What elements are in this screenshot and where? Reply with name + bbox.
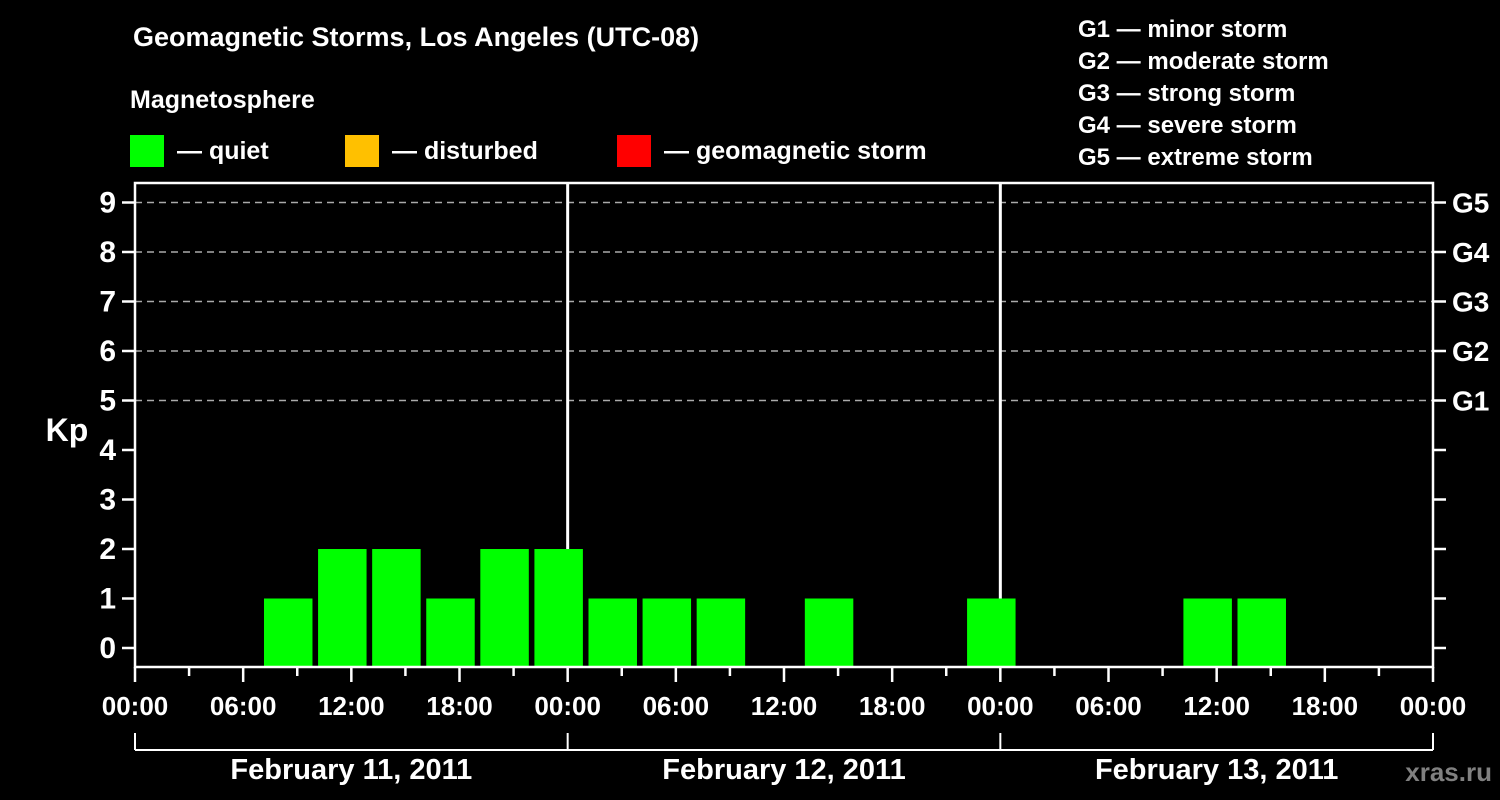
y-tick-label: 3	[99, 484, 116, 517]
legend-item-disturbed: — disturbed	[345, 135, 538, 167]
y-tick-label: 1	[99, 583, 116, 616]
y-tick-label: 9	[99, 187, 116, 220]
time-tick-label: 12:00	[318, 691, 385, 721]
date-label: February 11, 2011	[230, 754, 472, 786]
time-tick-label: 00:00	[102, 691, 169, 721]
storm-scale-line: G3 — strong storm	[1078, 80, 1296, 107]
y-tick-label: 8	[99, 236, 116, 269]
storm-scale-line: G1 — minor storm	[1078, 16, 1288, 43]
kp-bar	[372, 549, 421, 667]
legend-label: — quiet	[177, 136, 269, 165]
g-scale-label: G2	[1452, 336, 1489, 367]
y-tick-label: 7	[99, 286, 116, 319]
storm-scale-line: G2 — moderate storm	[1078, 48, 1329, 75]
time-tick-label: 00:00	[534, 691, 601, 721]
time-tick-label: 06:00	[210, 691, 277, 721]
kp-bar	[642, 598, 692, 667]
time-tick-label: 06:00	[1075, 691, 1142, 721]
time-tick-label: 18:00	[426, 691, 493, 721]
date-label: February 13, 2011	[1095, 754, 1338, 786]
time-tick-label: 12:00	[751, 691, 818, 721]
y-tick-label: 2	[99, 533, 116, 566]
time-tick-label: 18:00	[1292, 691, 1359, 721]
watermark: xras.ru	[1405, 757, 1492, 787]
kp-bar	[1183, 598, 1232, 667]
kp-bar	[588, 598, 637, 667]
y-tick-label: 5	[99, 385, 116, 418]
legend-label: — geomagnetic storm	[664, 136, 927, 165]
legend-item-geomagnetic-storm: — geomagnetic storm	[617, 135, 927, 167]
legend-item-quiet: — quiet	[130, 135, 269, 167]
g-scale-label: G4	[1452, 237, 1490, 268]
storm-scale-line: G5 — extreme storm	[1078, 144, 1313, 171]
time-tick-label: 12:00	[1183, 691, 1250, 721]
kp-bar	[534, 549, 583, 667]
chart-title: Geomagnetic Storms, Los Angeles (UTC-08)	[133, 22, 700, 52]
kp-bar	[480, 549, 529, 667]
disturbed-color-swatch	[345, 135, 379, 167]
kp-bar	[1237, 598, 1286, 667]
storm-scale-line: G4 — severe storm	[1078, 112, 1297, 139]
g-scale-label: G1	[1452, 386, 1489, 417]
y-tick-label: 6	[99, 335, 116, 368]
kp-bar	[426, 598, 475, 667]
time-tick-label: 00:00	[1400, 691, 1467, 721]
y-axis-title: Kp	[45, 412, 89, 448]
kp-bar	[318, 549, 367, 667]
chart-subtitle: Magnetosphere	[130, 86, 315, 114]
kp-bar	[263, 598, 313, 667]
time-tick-label: 06:00	[643, 691, 710, 721]
condition-legend: — quiet — disturbed — geomagnetic storm	[0, 135, 1100, 167]
g-scale-label: G3	[1452, 287, 1489, 318]
quiet-color-swatch	[130, 135, 164, 167]
y-tick-label: 0	[99, 632, 116, 665]
geomagnetic-storm-color-swatch	[617, 135, 651, 167]
kp-bar	[804, 598, 854, 667]
time-tick-label: 00:00	[967, 691, 1034, 721]
g-scale-label: G5	[1452, 188, 1489, 219]
date-label: February 12, 2011	[662, 754, 905, 786]
legend-label: — disturbed	[392, 136, 538, 165]
storm-scale-legend: G1 — minor storm G2 — moderate storm G3 — …	[1078, 14, 1329, 174]
kp-bar	[967, 598, 1016, 667]
y-tick-label: 4	[99, 434, 116, 467]
kp-bar	[696, 598, 746, 667]
time-tick-label: 18:00	[859, 691, 926, 721]
